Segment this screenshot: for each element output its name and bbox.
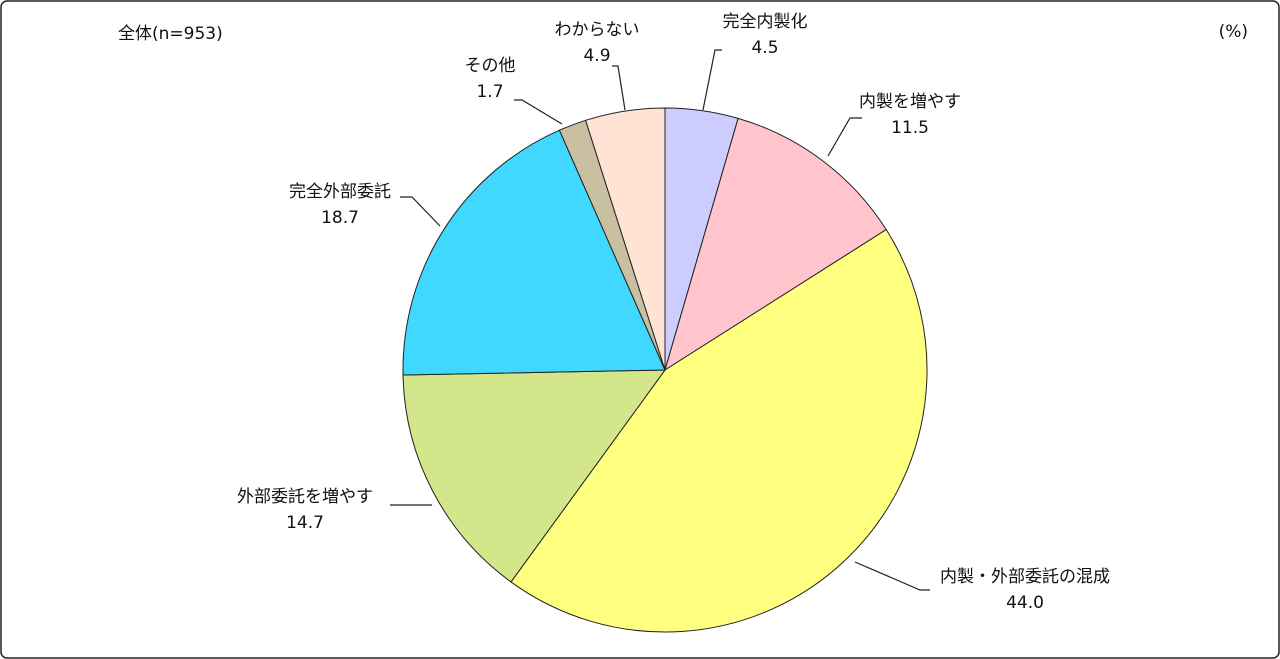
pie-slice — [584, 107, 666, 371]
leader-line — [702, 49, 722, 111]
slice-value: 1.7 — [476, 82, 503, 102]
slice-label: 外部委託を増やす — [237, 487, 373, 507]
unit-label: (%) — [1219, 22, 1248, 42]
leader-line — [400, 196, 441, 227]
leader-line — [514, 99, 563, 125]
slice-value: 44.0 — [1006, 593, 1044, 613]
pie-slice — [402, 129, 666, 376]
slice-value: 4.5 — [751, 38, 778, 58]
slice-value: 11.5 — [891, 118, 929, 138]
slice-label: 内製・外部委託の混成 — [940, 567, 1110, 587]
slice-value: 14.7 — [286, 513, 324, 533]
leader-line — [827, 117, 862, 157]
slice-value: 18.7 — [321, 208, 359, 228]
slice-label: 内製を増やす — [859, 92, 961, 112]
slice-label: その他 — [465, 56, 516, 76]
chart-subtitle: 全体(n=953) — [118, 24, 223, 44]
pie-slice — [664, 117, 887, 372]
pie-slice — [510, 228, 928, 633]
leader-line — [854, 561, 930, 591]
leader-line — [612, 65, 626, 111]
slice-label: わからない — [555, 20, 640, 40]
slice-label: 完全内製化 — [723, 12, 808, 32]
slice-value: 4.9 — [583, 46, 610, 66]
slice-label: 完全外部委託 — [289, 182, 391, 202]
pie-slice — [402, 369, 666, 583]
